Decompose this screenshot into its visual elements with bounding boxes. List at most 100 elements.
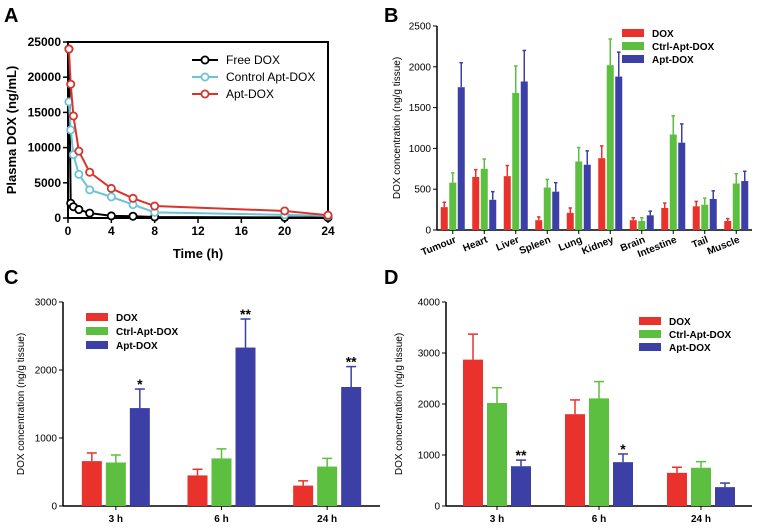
panel-b-y-axis-label: DOX concentration (ng/g tissue) — [392, 57, 403, 199]
panel-c-y-tick-label: 3000 — [35, 298, 58, 309]
panel-b-bar — [449, 182, 457, 230]
panel-a-legend-label: Apt-DOX — [226, 87, 274, 101]
panel-d-bar — [613, 462, 633, 506]
panel-b-bar — [520, 81, 528, 230]
panel-d-y-tick-label: 1000 — [418, 451, 441, 462]
panel-b-category-label: Liver — [495, 235, 521, 254]
panel-b-bar — [489, 199, 497, 230]
panel-b-legend-label: DOX — [652, 29, 674, 40]
panel-c-significance-mark: ** — [240, 306, 251, 322]
panel-b-y-tick-label: 0 — [425, 226, 431, 237]
panel-a-data-point — [64, 44, 74, 54]
panel-b-bar — [615, 76, 623, 230]
panel-c-category-label: 24 h — [317, 514, 337, 525]
panel-a-y-tick-label: 20000 — [28, 70, 62, 84]
panel-b-category-label: Heart — [462, 234, 490, 254]
panel-c-bar — [341, 387, 362, 506]
panel-c-y-tick-label: 0 — [51, 502, 57, 513]
panel-d-bar — [487, 402, 507, 506]
panel-b-bar — [669, 134, 677, 230]
panel-b-bar — [472, 176, 480, 230]
panel-c-y-axis-label: DOX concentration (ng/g tissue) — [16, 333, 27, 475]
panel-b-bar — [503, 176, 511, 230]
panel-a-y-tick-label: 15000 — [28, 105, 62, 119]
panel-a-x-tick-label: 8 — [151, 224, 158, 238]
panel-a-data-point — [85, 208, 95, 218]
panel-a-data-point — [74, 205, 84, 215]
panel-a-x-tick-label: 24 — [321, 224, 335, 238]
panel-b-category-label: Spleen — [518, 235, 553, 257]
panel-d-category-label: 24 h — [691, 514, 711, 525]
panel-letter-c: C — [4, 267, 18, 289]
panel-d-legend-swatch — [639, 317, 661, 325]
panel-a-y-tick-label: 10000 — [28, 141, 62, 155]
panel-b-bar — [440, 207, 448, 230]
panel-d-legend-label: Apt-DOX — [669, 343, 711, 354]
panel-b-bar — [583, 164, 591, 230]
panel-a-x-tick-label: 20 — [278, 224, 292, 238]
panel-letter-a: A — [4, 5, 18, 27]
panel-c-bar — [235, 347, 256, 506]
panel-c-bar — [211, 458, 232, 506]
panel-d-y-tick-label: 3000 — [418, 349, 441, 360]
panel-c-category-label: 3 h — [109, 514, 123, 525]
panel-a-data-point — [128, 211, 138, 221]
panel-b-bar — [598, 158, 606, 230]
panel-d-bar — [511, 466, 531, 506]
panel-c-legend-label: Ctrl-Apt-DOX — [116, 327, 179, 338]
panel-a-x-axis-label: Time (h) — [173, 246, 223, 261]
panel-c-bar — [81, 461, 102, 506]
panel-c-bar — [187, 475, 208, 506]
panel-b-bar — [480, 168, 488, 230]
panel-d-y-tick-label: 2000 — [418, 400, 441, 411]
panel-c-bar — [317, 466, 338, 506]
panel-d-legend-label: DOX — [669, 317, 691, 328]
panel-d-bar — [463, 359, 483, 506]
panel-b-y-tick-label: 500 — [414, 185, 431, 196]
panel-b-legend-label: Apt-DOX — [652, 55, 694, 66]
panel-a-data-point — [323, 210, 333, 220]
panel-b-bar — [543, 187, 551, 230]
panel-b-y-tick-label: 1500 — [409, 103, 432, 114]
panel-b-bar — [457, 87, 465, 230]
panel-a-x-tick-label: 0 — [65, 224, 72, 238]
panel-b-bar — [692, 206, 700, 230]
panel-d-y-axis-label: DOX concentration (ng/g tissue) — [394, 333, 405, 475]
panel-c-bar — [129, 408, 150, 506]
panel-b-bar — [512, 92, 520, 230]
panel-b-bar — [606, 65, 614, 230]
panel-c-significance-mark: ** — [346, 354, 357, 370]
panel-a-series-line — [67, 101, 329, 217]
panel-a-data-point — [106, 192, 116, 202]
panel-c-legend-swatch — [86, 313, 108, 321]
panel-d-bar — [565, 414, 585, 506]
panel-a-y-tick-label: 0 — [54, 211, 61, 225]
panel-a-y-tick-label: 25000 — [28, 35, 62, 49]
panel-d-bar — [667, 472, 687, 506]
panel-a-x-tick-label: 12 — [191, 224, 205, 238]
panel-a-data-point — [106, 211, 116, 221]
panel-d-significance-mark: * — [620, 441, 626, 457]
panel-a-data-point — [66, 79, 76, 89]
panel-d-bar — [691, 467, 711, 506]
panel-d-legend-swatch — [639, 343, 661, 351]
panel-letter-b: B — [384, 5, 398, 27]
panel-b-legend-swatch — [622, 55, 644, 63]
panel-a-data-point — [128, 193, 138, 203]
panel-b-bar — [566, 212, 574, 230]
panel-a-x-tick-label: 16 — [235, 224, 249, 238]
panel-b-y-tick-label: 1000 — [409, 144, 432, 155]
panel-a-series-line — [67, 48, 329, 217]
panel-c-bar — [293, 485, 314, 506]
panel-a-legend-marker — [200, 89, 210, 99]
panel-a-y-tick-label: 5000 — [34, 176, 61, 190]
panel-a-legend-marker — [200, 72, 210, 82]
panel-d-bar — [589, 398, 609, 506]
panel-a-legend-label: Free DOX — [226, 53, 280, 67]
panel-b-bar — [724, 221, 732, 230]
panel-d-bar — [715, 487, 735, 506]
panel-a-legend-marker — [200, 55, 210, 65]
panel-b-bar — [535, 220, 543, 230]
panel-c-significance-mark: * — [137, 376, 143, 392]
